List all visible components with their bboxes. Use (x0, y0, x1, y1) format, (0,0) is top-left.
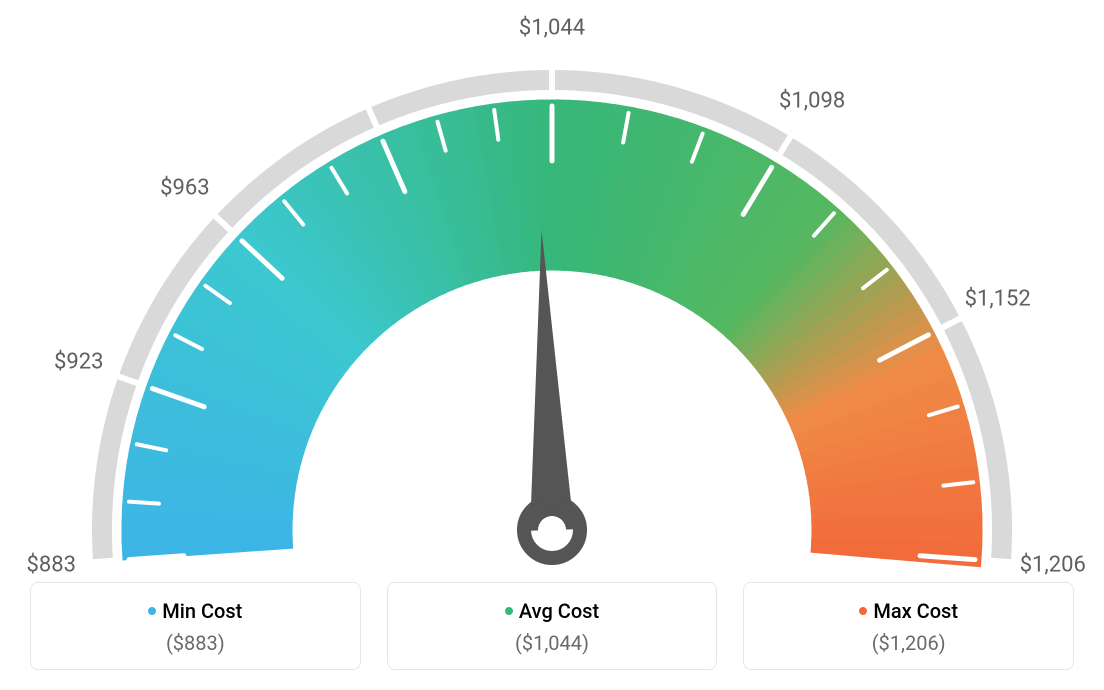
gauge-tick-label: $1,206 (1020, 553, 1086, 578)
legend-label-min-text: Min Cost (162, 599, 242, 623)
gauge-tick-label: $923 (54, 350, 103, 375)
gauge-svg (0, 0, 1104, 570)
legend-card-avg: Avg Cost ($1,044) (387, 582, 718, 670)
legend-label-avg-text: Avg Cost (519, 599, 599, 623)
legend-label-max-text: Max Cost (873, 599, 958, 623)
legend-value-avg: ($1,044) (398, 631, 707, 655)
legend-card-max: Max Cost ($1,206) (743, 582, 1074, 670)
legend-dot-max (859, 607, 867, 615)
gauge-area: $883$923$963$1,044$1,098$1,152$1,206 (0, 0, 1104, 570)
gauge-tick-label: $1,152 (965, 287, 1031, 312)
legend-label-max: Max Cost (754, 599, 1063, 623)
legend-label-avg: Avg Cost (398, 599, 707, 623)
legend-dot-min (148, 607, 156, 615)
legend-card-min: Min Cost ($883) (30, 582, 361, 670)
gauge-tick-label: $883 (26, 553, 75, 578)
gauge-tick-label: $1,098 (779, 88, 845, 113)
legend-row: Min Cost ($883) Avg Cost ($1,044) Max Co… (0, 582, 1104, 670)
legend-dot-avg (505, 607, 513, 615)
cost-gauge-chart: $883 $923 $963 $1,044 $1,098 $1,152 $1,206 Min… (0, 0, 1104, 690)
legend-label-min: Min Cost (41, 599, 350, 623)
legend-value-max: ($1,206) (754, 631, 1063, 655)
legend-value-min: ($883) (41, 631, 350, 655)
gauge-tick-label: $1,044 (519, 16, 585, 41)
gauge-tick-label: $963 (160, 175, 209, 200)
